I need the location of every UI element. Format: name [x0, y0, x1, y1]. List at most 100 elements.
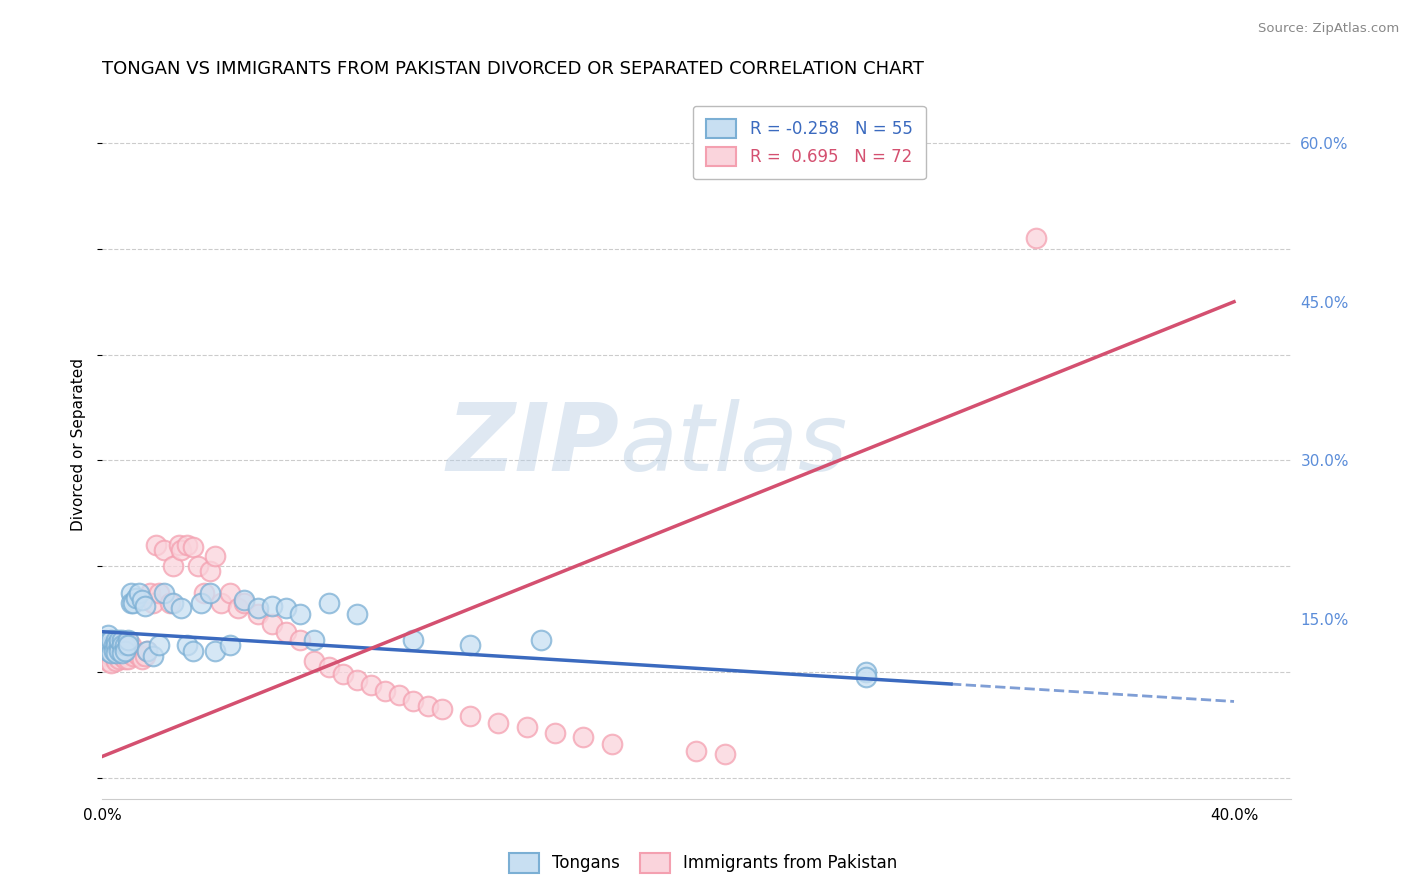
Point — [276, 601, 298, 615]
Point — [170, 601, 193, 615]
Point — [402, 694, 425, 708]
Point — [246, 607, 269, 621]
Point — [304, 633, 326, 648]
Point — [111, 639, 134, 653]
Point — [430, 702, 453, 716]
Point — [204, 549, 226, 563]
Point — [204, 644, 226, 658]
Point — [402, 633, 425, 648]
Point — [105, 646, 128, 660]
Point — [108, 644, 131, 658]
Point — [136, 644, 159, 658]
Point — [458, 709, 481, 723]
Point — [103, 644, 125, 658]
Point — [117, 639, 139, 653]
Point — [360, 677, 382, 691]
Point — [516, 720, 538, 734]
Point — [134, 648, 156, 663]
Point — [117, 633, 139, 648]
Point — [134, 599, 156, 614]
Point — [346, 673, 368, 688]
Point — [120, 639, 142, 653]
Point — [94, 633, 117, 648]
Point — [100, 639, 122, 653]
Point — [125, 591, 148, 605]
Point — [117, 646, 139, 660]
Point — [260, 617, 283, 632]
Point — [105, 646, 128, 660]
Point — [128, 585, 150, 599]
Y-axis label: Divorced or Separated: Divorced or Separated — [72, 358, 86, 531]
Point — [374, 684, 396, 698]
Point — [218, 639, 240, 653]
Point — [176, 538, 198, 552]
Point — [120, 646, 142, 660]
Point — [600, 737, 623, 751]
Point — [142, 648, 165, 663]
Point — [855, 670, 877, 684]
Point — [117, 652, 139, 666]
Point — [136, 644, 159, 658]
Point — [120, 585, 142, 599]
Point — [100, 646, 122, 660]
Point — [486, 715, 509, 730]
Legend: R = -0.258   N = 55, R =  0.695   N = 72: R = -0.258 N = 55, R = 0.695 N = 72 — [693, 105, 925, 179]
Point — [128, 648, 150, 663]
Point — [572, 731, 595, 745]
Point — [416, 698, 439, 713]
Point — [232, 593, 254, 607]
Point — [167, 538, 190, 552]
Point — [97, 635, 120, 649]
Point — [97, 628, 120, 642]
Point — [530, 633, 553, 648]
Point — [232, 596, 254, 610]
Point — [218, 585, 240, 599]
Point — [226, 601, 249, 615]
Point — [100, 648, 122, 663]
Point — [105, 654, 128, 668]
Point — [159, 596, 181, 610]
Point — [145, 538, 167, 552]
Point — [170, 543, 193, 558]
Point — [111, 646, 134, 660]
Point — [97, 654, 120, 668]
Point — [103, 639, 125, 653]
Text: atlas: atlas — [619, 399, 848, 490]
Point — [162, 596, 184, 610]
Point — [100, 657, 122, 671]
Point — [114, 639, 136, 653]
Point — [105, 633, 128, 648]
Point — [111, 646, 134, 660]
Point — [94, 648, 117, 663]
Point — [122, 648, 145, 663]
Point — [114, 652, 136, 666]
Point — [187, 559, 209, 574]
Point — [97, 644, 120, 658]
Point — [97, 646, 120, 660]
Point — [198, 565, 221, 579]
Legend: Tongans, Immigrants from Pakistan: Tongans, Immigrants from Pakistan — [502, 847, 904, 880]
Text: Source: ZipAtlas.com: Source: ZipAtlas.com — [1258, 22, 1399, 36]
Point — [318, 659, 340, 673]
Point — [108, 652, 131, 666]
Point — [108, 644, 131, 658]
Point — [290, 633, 312, 648]
Point — [246, 601, 269, 615]
Point — [94, 644, 117, 658]
Point — [198, 585, 221, 599]
Point — [260, 599, 283, 614]
Point — [114, 646, 136, 660]
Point — [94, 639, 117, 653]
Point — [290, 607, 312, 621]
Point — [153, 543, 176, 558]
Point — [544, 726, 567, 740]
Point — [153, 585, 176, 599]
Point — [190, 596, 212, 610]
Point — [103, 648, 125, 663]
Point — [105, 639, 128, 653]
Point — [181, 540, 204, 554]
Point — [181, 644, 204, 658]
Point — [458, 639, 481, 653]
Point — [162, 559, 184, 574]
Point — [1025, 231, 1047, 245]
